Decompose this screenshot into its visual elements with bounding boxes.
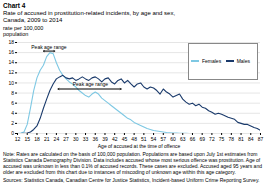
svg-text:69: 69 [199, 135, 205, 141]
svg-text:4: 4 [11, 109, 14, 115]
svg-text:8: 8 [11, 89, 14, 95]
html-text:Chart 4: Chart 4 [3, 2, 26, 9]
svg-text:60: 60 [170, 135, 176, 141]
svg-text:0: 0 [11, 129, 14, 136]
svg-text:87: 87 [258, 135, 264, 141]
svg-text:45: 45 [122, 135, 128, 141]
svg-text:10: 10 [8, 79, 14, 85]
html-text:Note: Rates are calculated on: Note: Rates are calculated on the basis … [3, 150, 262, 175]
html-text:Sources: Statistics Canada, Ca: Sources: Statistics Canada, Canadian Cen… [3, 176, 260, 183]
svg-text:63: 63 [180, 135, 186, 141]
svg-text:42: 42 [112, 135, 118, 141]
svg-text:27: 27 [63, 135, 69, 141]
svg-text:Peak age range: Peak age range [31, 43, 67, 49]
svg-text:39: 39 [102, 135, 108, 141]
svg-text:48: 48 [131, 135, 137, 141]
html-text:Rate of accused in prostitutio: Rate of accused in prostitution-related … [3, 9, 176, 16]
svg-text:2: 2 [11, 119, 14, 125]
svg-text:33: 33 [83, 135, 89, 141]
svg-text:75: 75 [219, 135, 225, 141]
svg-text:12: 12 [8, 69, 14, 75]
svg-text:72: 72 [209, 135, 215, 141]
svg-text:21: 21 [44, 135, 50, 141]
html-text:Females: Females [202, 58, 222, 64]
svg-text:81: 81 [238, 135, 244, 141]
svg-text:12: 12 [15, 135, 21, 141]
svg-text:57: 57 [161, 135, 167, 141]
svg-text:51: 51 [141, 135, 147, 141]
svg-text:30: 30 [73, 135, 79, 141]
svg-text:78: 78 [229, 135, 235, 141]
svg-text:36: 36 [92, 135, 98, 141]
svg-text:84: 84 [248, 135, 254, 141]
svg-text:Age of accused at the time of: Age of accused at the time of offence [98, 142, 181, 148]
html-text:population: population [3, 31, 29, 37]
svg-text:6: 6 [11, 99, 14, 105]
svg-text:18: 18 [8, 39, 14, 45]
html-text:Males: Males [236, 58, 250, 64]
svg-text:18: 18 [34, 135, 40, 141]
svg-text:Peak age range: Peak age range [73, 81, 109, 87]
svg-text:66: 66 [190, 135, 196, 141]
svg-text:16: 16 [8, 49, 14, 55]
svg-text:24: 24 [54, 135, 60, 141]
svg-text:14: 14 [8, 59, 14, 65]
svg-text:54: 54 [151, 135, 157, 141]
html-text:Canada, 2009 to 2014: Canada, 2009 to 2014 [3, 16, 63, 23]
html-text:rate per 100,000: rate per 100,000 [3, 24, 44, 31]
svg-text:15: 15 [24, 135, 30, 141]
